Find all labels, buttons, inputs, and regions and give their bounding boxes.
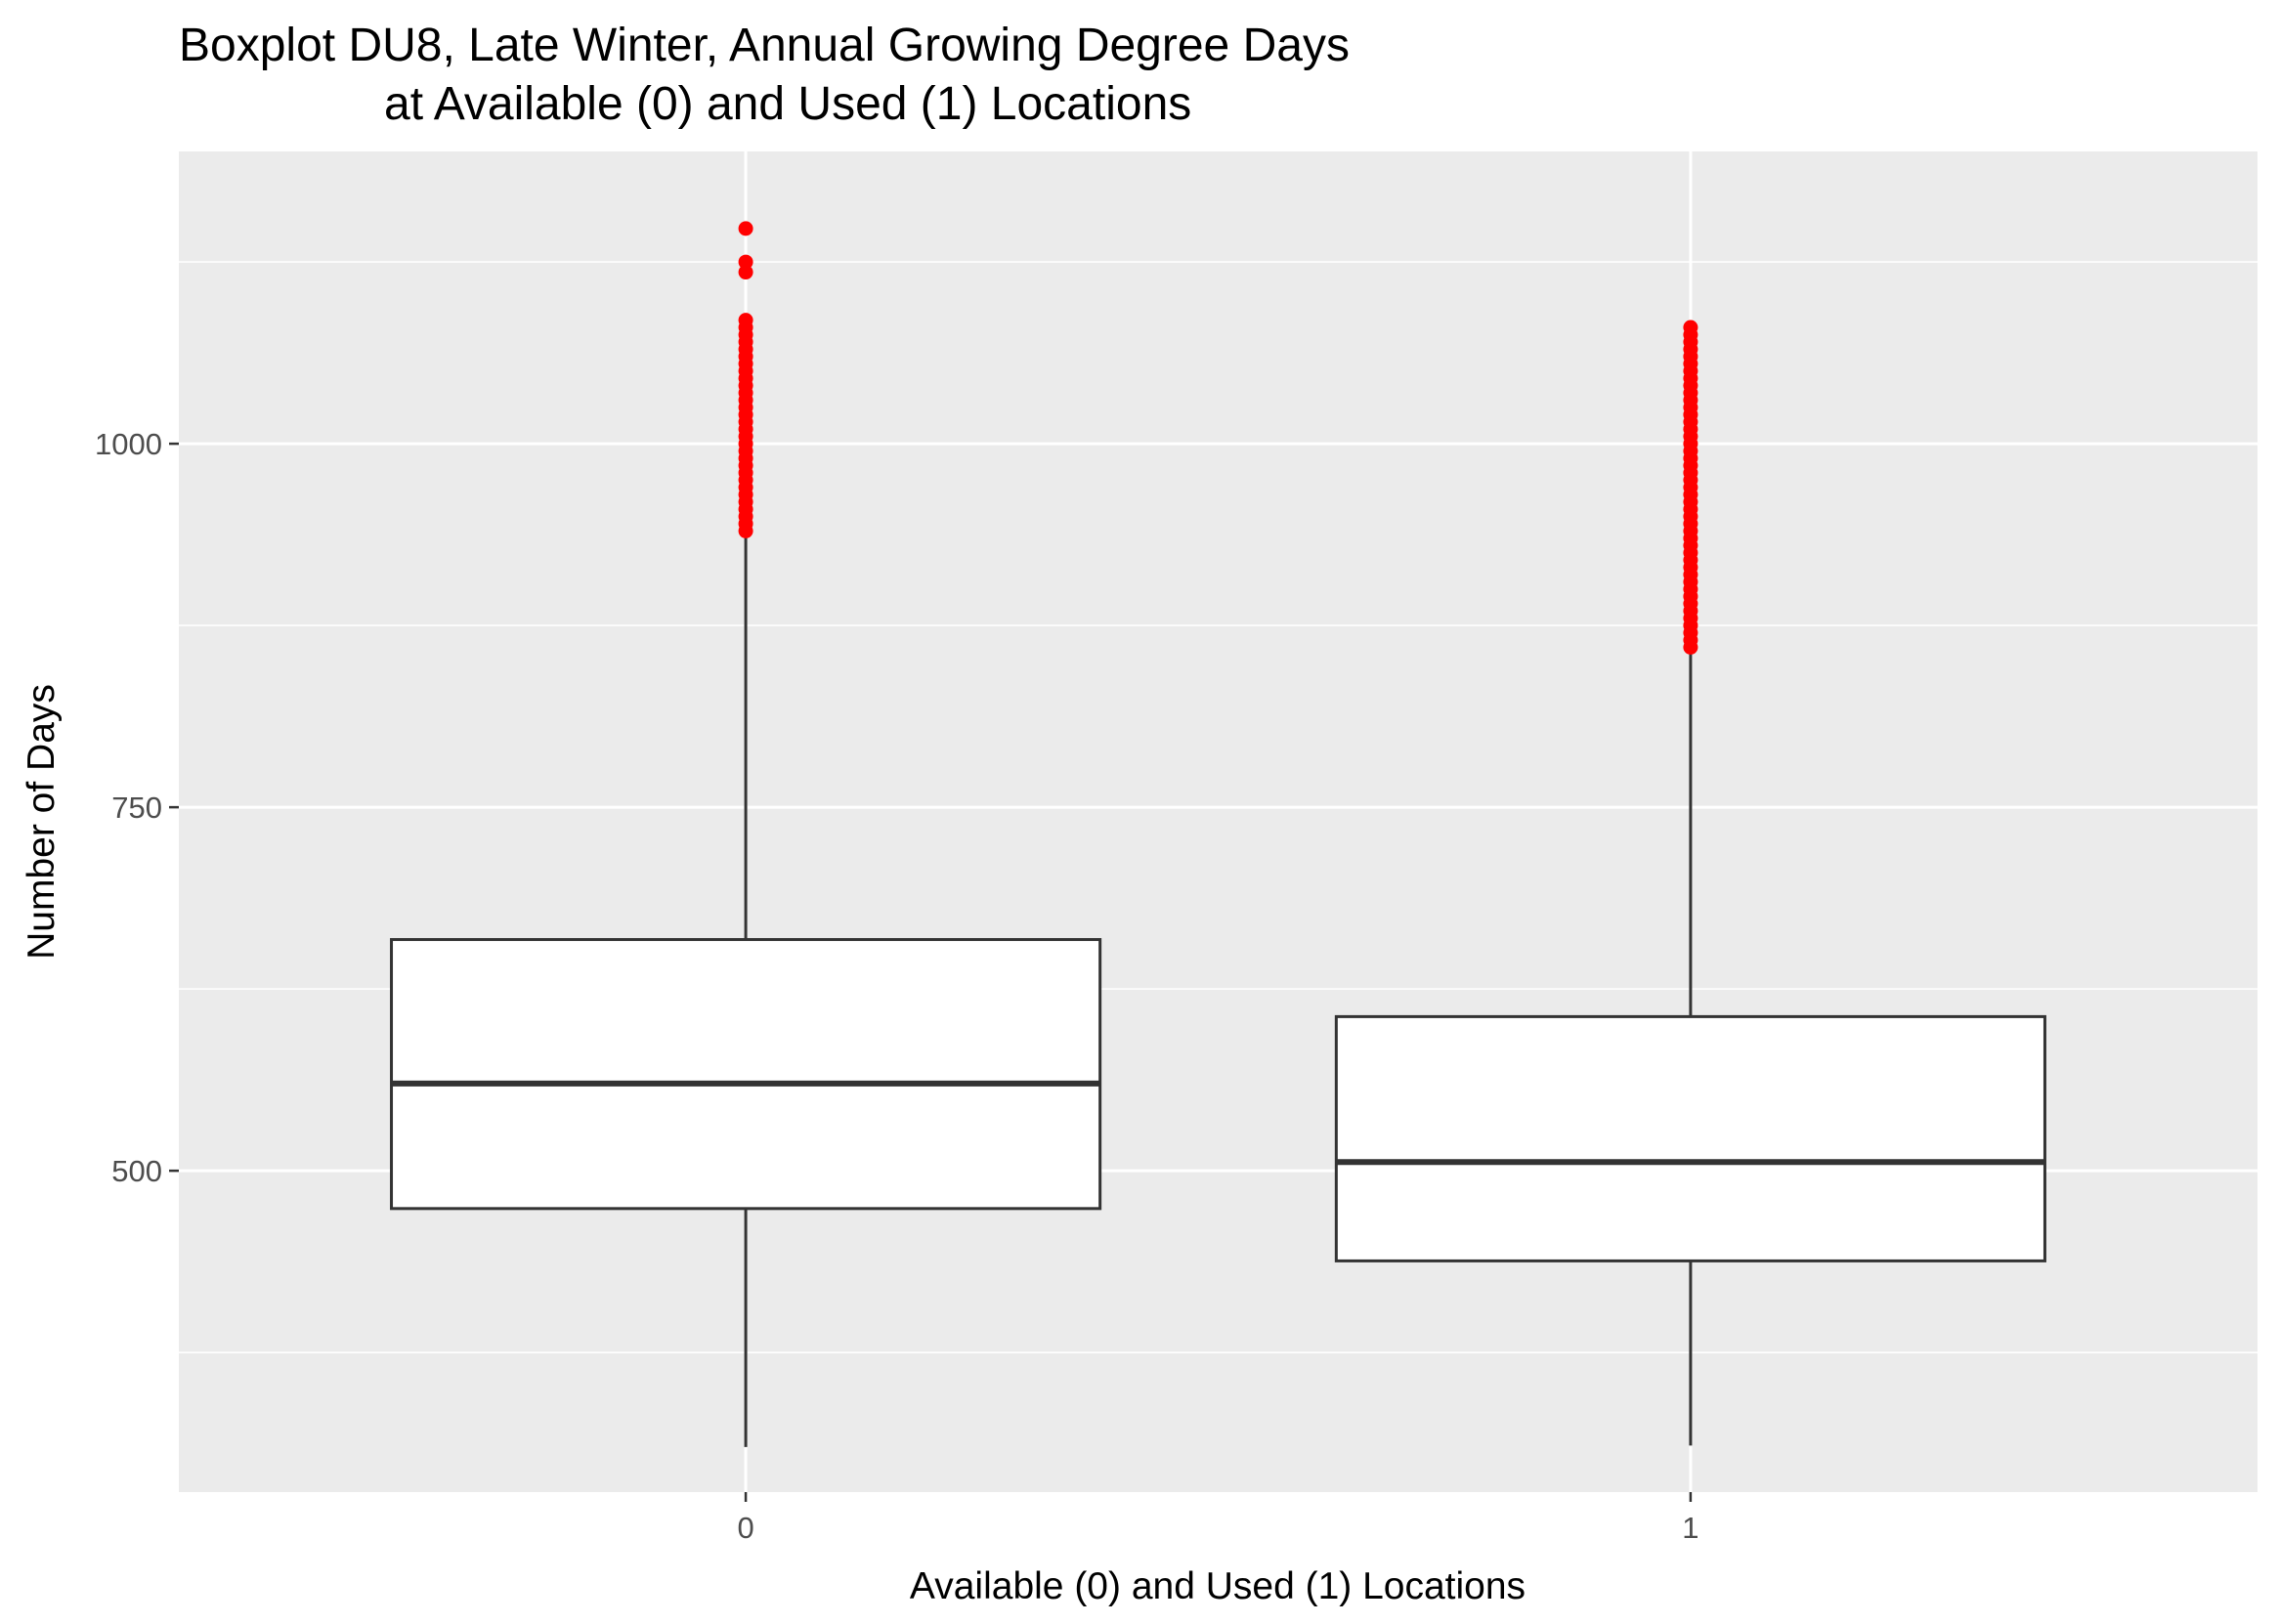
y-tick-label: 750 xyxy=(111,791,162,825)
y-axis-title: Number of Days xyxy=(21,684,63,960)
box-group xyxy=(390,534,2046,1447)
outlier-point xyxy=(1683,639,1698,655)
chart-title-line-2: at Available (0) and Used (1) Locations xyxy=(384,78,1191,130)
box-iqr xyxy=(1334,1014,2046,1262)
plot-panel xyxy=(179,151,2257,1492)
y-tick-label: 500 xyxy=(111,1154,162,1188)
box-iqr xyxy=(390,938,1102,1211)
y-tick-label: 1000 xyxy=(95,427,162,461)
outlier-point xyxy=(738,523,753,538)
x-tick-label: 1 xyxy=(1682,1511,1698,1545)
y-axis: 500 750 1000 xyxy=(95,427,179,1188)
x-tick-label: 0 xyxy=(737,1511,753,1545)
outlier-point xyxy=(738,254,753,270)
x-axis-title: Available (0) and Used (1) Locations xyxy=(910,1565,1526,1607)
outlier-group xyxy=(738,221,1698,655)
chart-title-line-1: Boxplot DU8, Late Winter, Annual Growing… xyxy=(179,20,1350,71)
outlier-point xyxy=(738,221,753,236)
outlier-point xyxy=(738,265,753,280)
